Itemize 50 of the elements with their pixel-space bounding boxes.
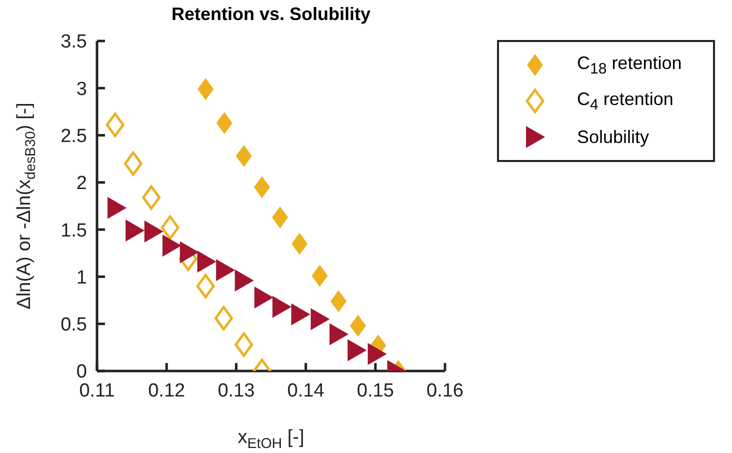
legend-label: C$_{18}$ retention [577,52,682,78]
x-tick-label: 0.14 [287,380,325,402]
point [107,196,126,219]
point [196,274,215,298]
point [350,314,366,337]
y-tick-label: 0.5 [60,314,87,336]
y-tick-label: 2.5 [60,126,87,148]
x-tick-label: 0.13 [218,380,255,402]
y-tick-label: 1 [76,267,87,288]
point [214,306,233,330]
y-tick-label: 3 [76,78,87,100]
point [126,220,145,242]
point [162,234,182,257]
x-tick-label: 0.12 [148,380,186,402]
point [180,241,199,264]
point [124,151,142,176]
x-axis-title: x$_{EtOH}$ [-] [238,427,304,452]
y-tick-label: 0 [76,362,87,383]
x-tick-label: 0.11 [79,380,115,402]
point [216,259,236,282]
x-tick-label: 0.15 [356,380,394,402]
point [254,176,270,198]
point [236,145,252,168]
point [160,215,180,240]
point [216,112,232,134]
point [144,220,164,242]
point [292,232,308,255]
chart-title: Retention vs. Solubility [170,4,372,25]
point [310,308,330,330]
point [272,206,288,228]
point [272,296,292,318]
point [234,332,254,357]
point [312,264,328,287]
legend-label: Solubility [577,126,650,148]
point [368,343,387,366]
point [142,185,161,210]
y-tick-label: 3.5 [60,32,87,53]
point [106,112,124,138]
legend-label: C$_{4}$ retention [577,88,674,114]
point [198,78,214,100]
point [234,269,254,292]
y-tick-label: 1.5 [60,220,87,242]
x-tick-label: 0.16 [426,380,464,402]
point [348,339,367,362]
point [330,290,347,312]
point [291,303,310,326]
y-tick-label: 2 [76,173,87,194]
point [197,250,216,273]
point [330,323,349,346]
point [254,286,274,308]
